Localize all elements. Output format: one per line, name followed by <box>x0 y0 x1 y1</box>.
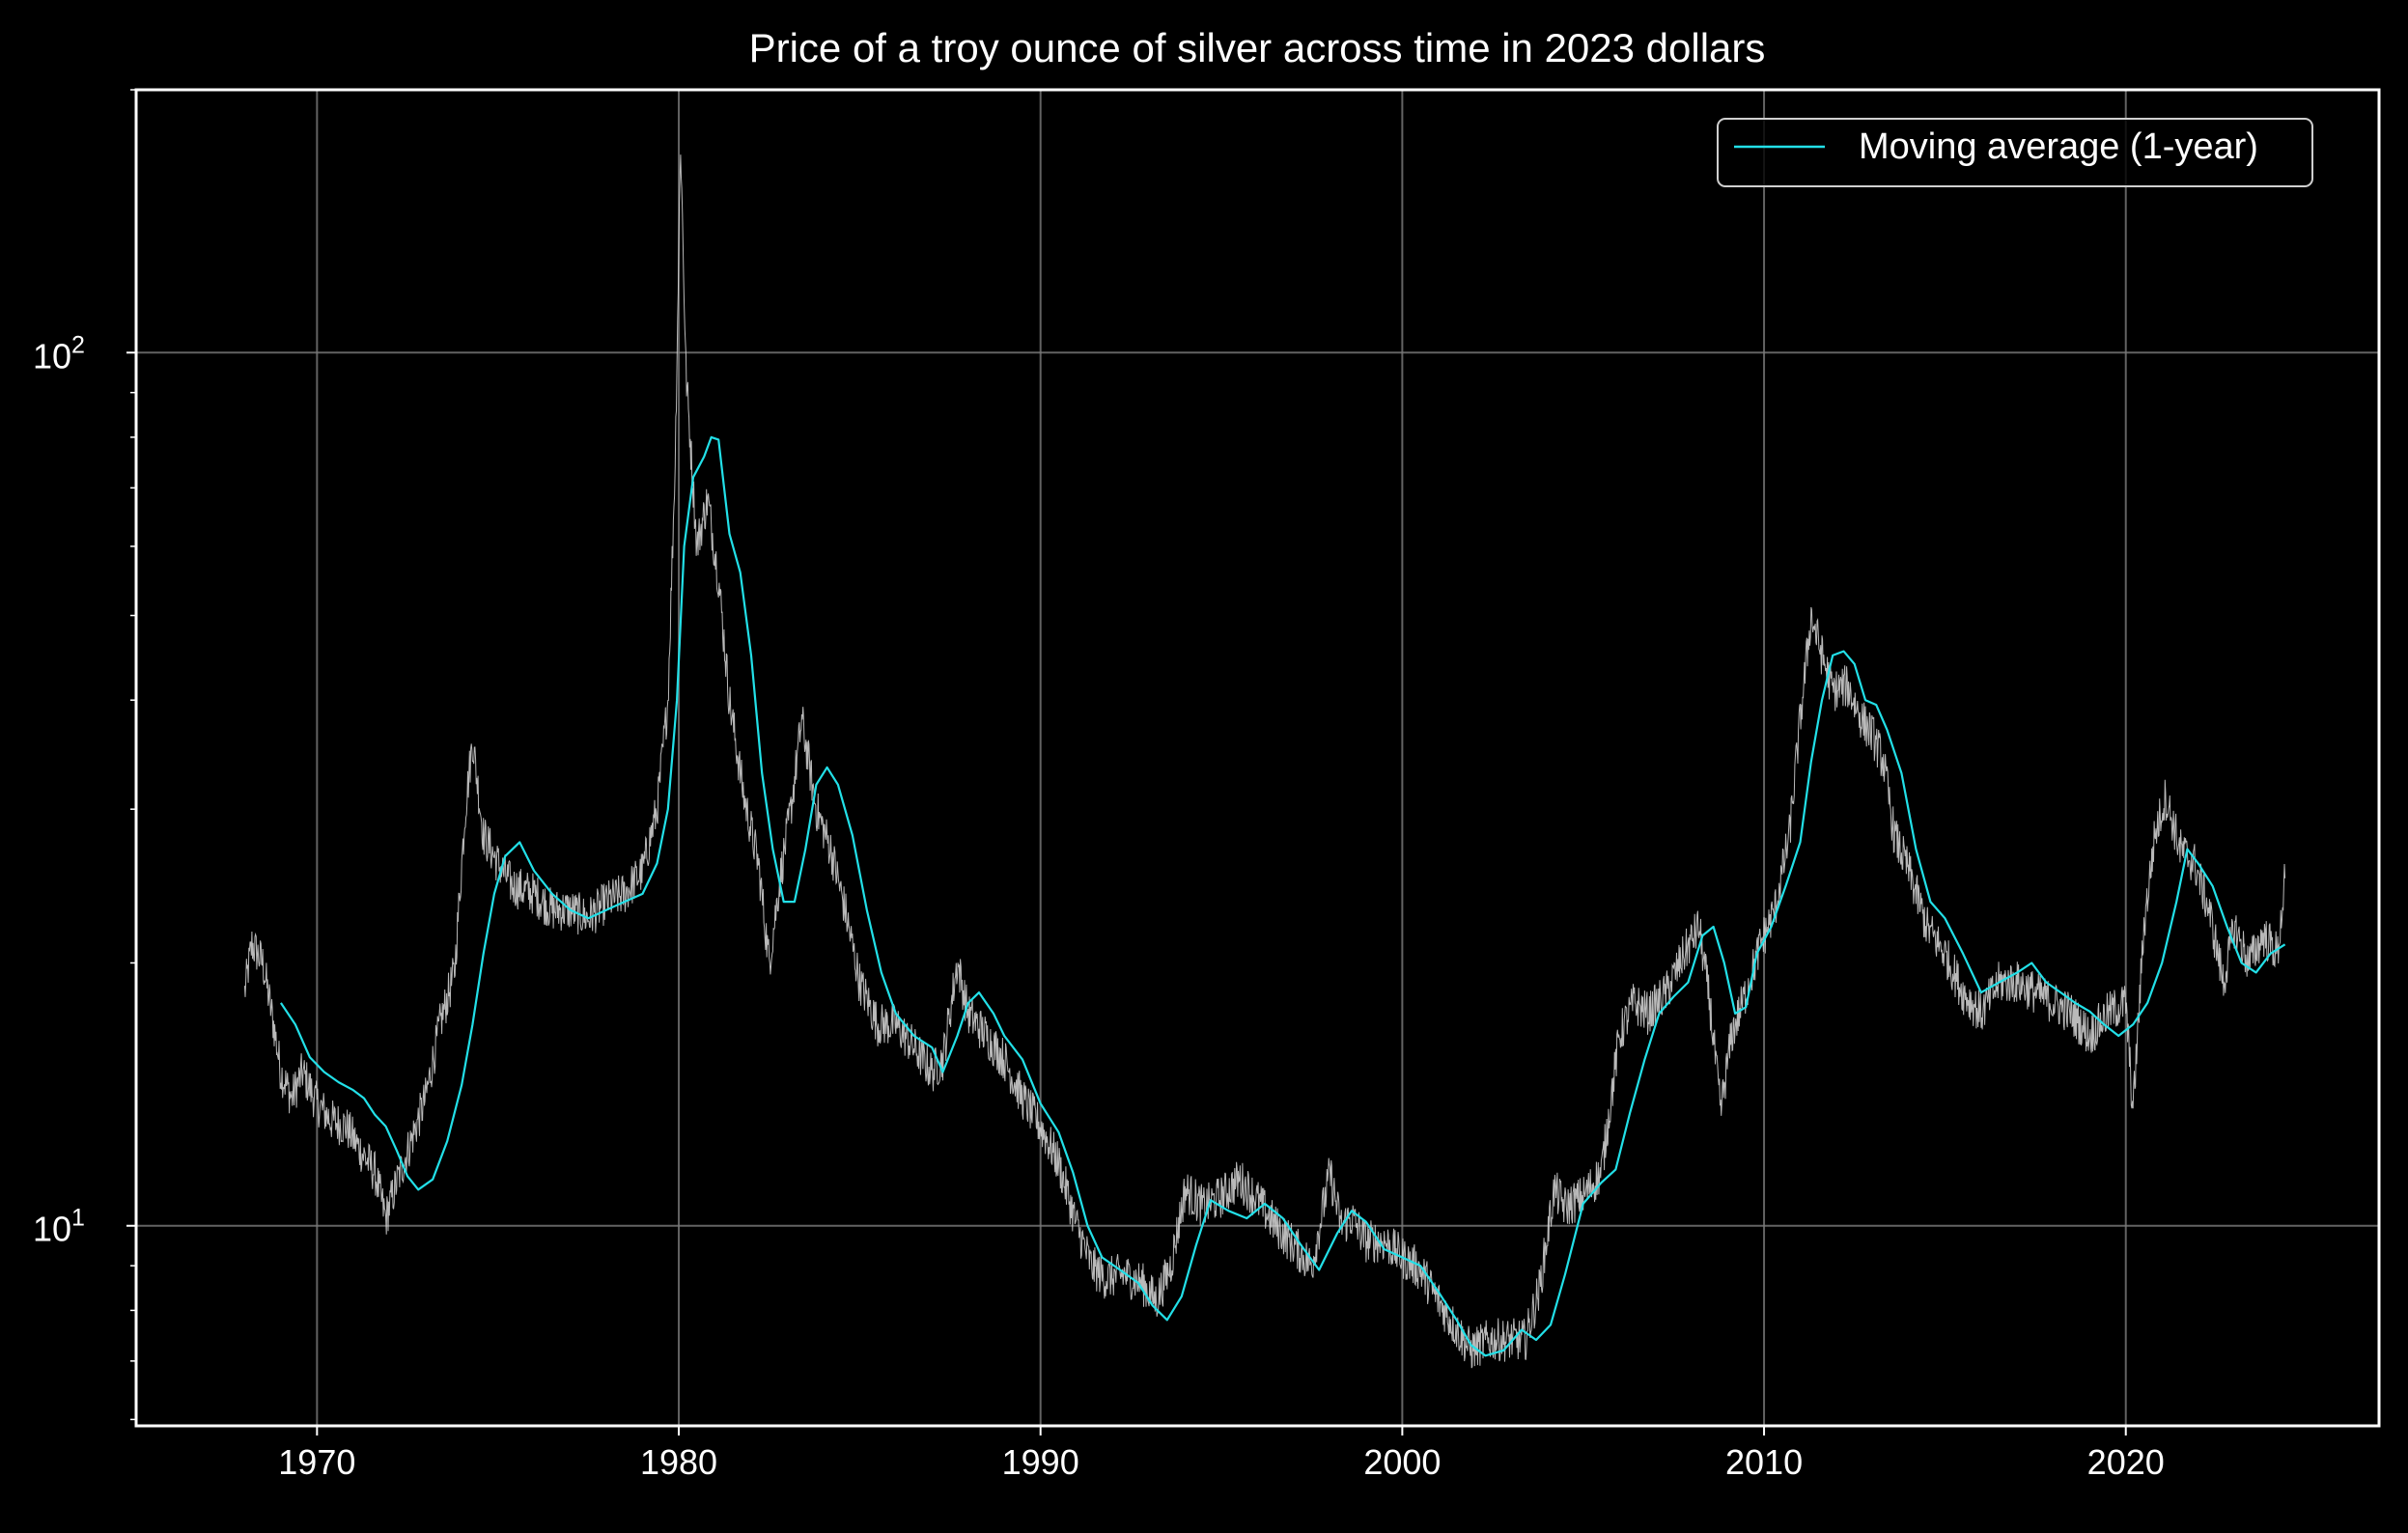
x-tick-label: 1970 <box>278 1442 355 1482</box>
x-tick-label: 1980 <box>640 1442 717 1482</box>
x-axis: 1970 1980 1990 2000 2010 2020 <box>278 1426 2165 1482</box>
price-series <box>243 154 2286 1369</box>
x-tick-label: 1990 <box>1002 1442 1079 1482</box>
x-tick-label: 2000 <box>1363 1442 1441 1482</box>
plot-frame <box>134 88 2381 1428</box>
x-tick-label: 2010 <box>1725 1442 1803 1482</box>
legend: Moving average (1-year) <box>1717 118 2313 187</box>
price-line <box>243 154 2286 1369</box>
moving-average-line <box>279 435 2286 1357</box>
legend-box <box>1717 118 2313 187</box>
legend-label-moving-average: Moving average (1-year) <box>1859 126 2258 167</box>
chart-title: Price of a troy ounce of silver across t… <box>749 25 1766 70</box>
moving-average-series <box>279 435 2286 1357</box>
grid <box>136 90 2379 1426</box>
x-tick-label: 2020 <box>2087 1442 2165 1482</box>
